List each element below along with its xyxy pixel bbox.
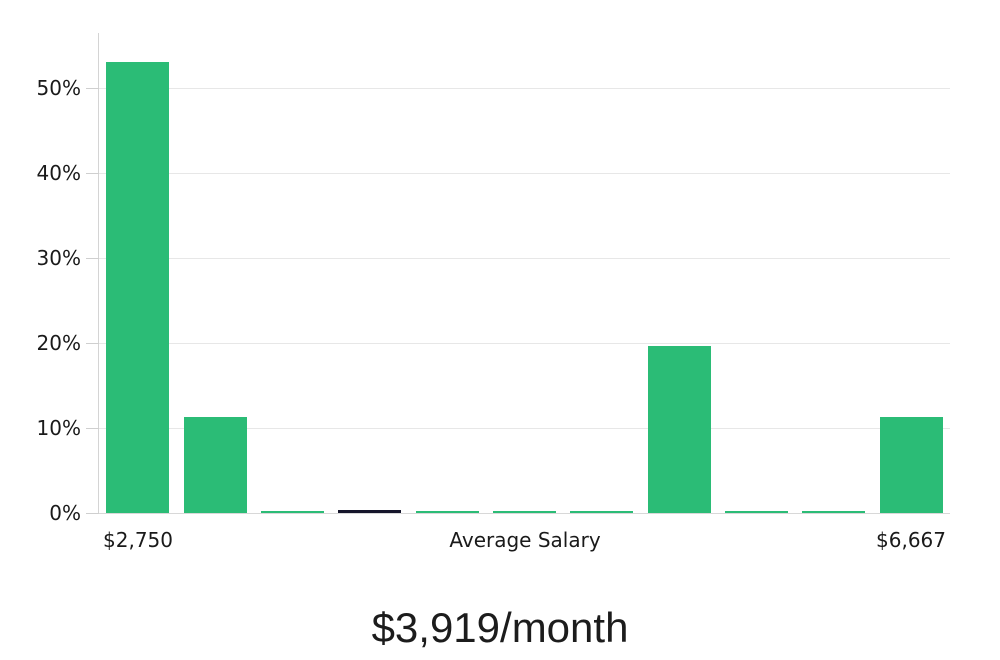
bar [570,510,634,513]
x-tick-label-first: $2,750 [103,528,173,552]
gridline [99,258,950,260]
bar [338,510,402,513]
plot-area [99,33,950,514]
y-tick-mark [86,343,99,345]
bar [647,345,711,513]
y-tick-label: 50% [36,76,81,101]
y-tick-label: 0% [49,501,81,525]
gridline [99,88,950,90]
y-tick-mark [86,428,99,430]
bar [493,510,556,513]
gridline [99,173,950,175]
bar [725,510,789,513]
y-tick-label: 10% [36,416,81,441]
gridline [99,428,950,430]
y-tick-label: 40% [36,161,81,186]
y-tick-mark [86,513,99,514]
x-axis-title: Average Salary [449,528,601,552]
y-tick-label: 30% [36,246,81,271]
bar [802,510,866,513]
bar [106,61,170,513]
gridline [99,343,950,345]
y-axis-line [98,33,99,513]
bar [879,417,943,513]
bar [260,510,324,513]
y-tick-mark [86,88,99,90]
y-tick-mark [86,258,99,260]
bar [183,417,247,513]
y-tick-mark [86,173,99,175]
x-tick-label-last: $6,667 [876,528,946,552]
chart-title: $3,919/month [371,604,629,651]
y-tick-label: 20% [36,331,81,356]
x-axis-baseline [99,513,950,514]
bar [415,510,479,513]
